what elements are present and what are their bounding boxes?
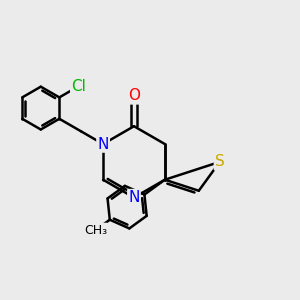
Text: S: S: [215, 154, 225, 169]
Text: N: N: [98, 136, 109, 152]
Text: O: O: [128, 88, 140, 104]
Text: CH₃: CH₃: [84, 224, 107, 237]
Text: N: N: [128, 190, 140, 205]
Text: Cl: Cl: [71, 79, 86, 94]
